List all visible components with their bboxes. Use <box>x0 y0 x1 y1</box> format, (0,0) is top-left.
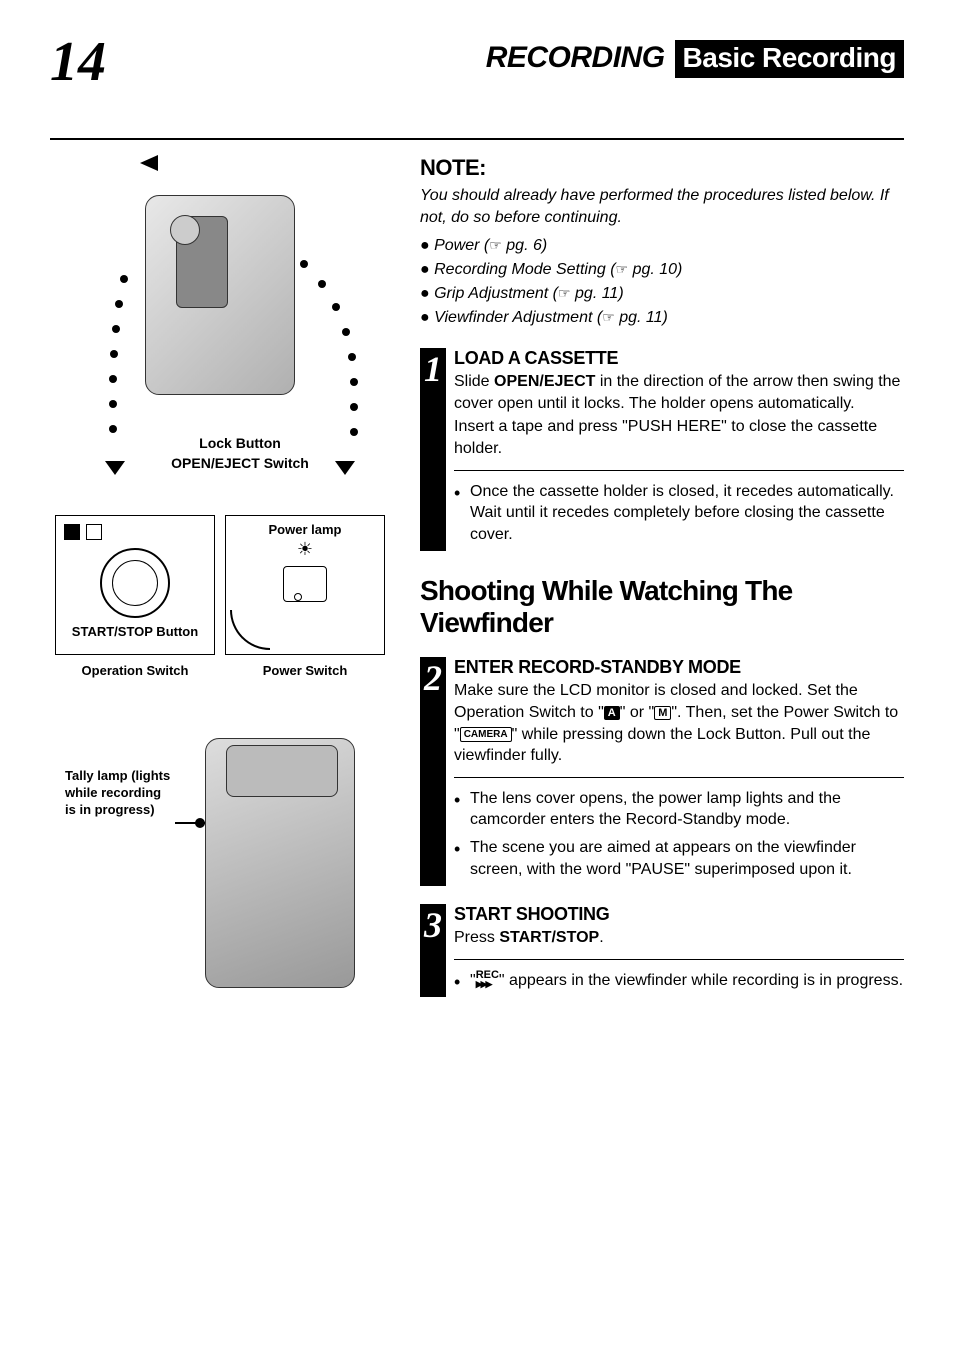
step-number: 3 <box>420 904 446 997</box>
step-text: Insert a tape and press "PUSH HERE" to c… <box>454 416 904 459</box>
dot-icon <box>109 400 117 408</box>
bullet-item: Once the cassette holder is closed, it r… <box>454 481 904 546</box>
header-rule <box>50 138 904 140</box>
step-text: Slide OPEN/EJECT in the direction of the… <box>454 371 904 414</box>
label-power-lamp: Power lamp <box>269 522 342 537</box>
camera-mode-icon: CAMERA <box>460 727 512 742</box>
header-basic: Basic Recording <box>675 40 904 78</box>
step-2: 2 ENTER RECORD-STANDBY MODE Make sure th… <box>420 657 904 886</box>
camcorder-body <box>145 195 295 395</box>
step-3: 3 START SHOOTING Press START/STOP. "REC▶… <box>420 904 904 997</box>
tally-lamp-dot <box>195 818 205 828</box>
arrow-icon <box>140 155 158 171</box>
note-list: Power (☞ pg. 6) Recording Mode Setting (… <box>420 234 904 330</box>
panel-power-lamp: Power lamp ☀ <box>225 515 385 655</box>
dot-icon <box>350 378 358 386</box>
dot-icon <box>348 353 356 361</box>
mode-icon <box>86 524 102 540</box>
step-title: ENTER RECORD-STANDBY MODE <box>454 657 904 678</box>
mode-a-icon: A <box>604 706 620 720</box>
header-bar: RECORDING Basic Recording <box>486 40 904 78</box>
note-item: Recording Mode Setting (☞ pg. 10) <box>420 258 904 282</box>
divider <box>454 959 904 960</box>
step-bullets: "REC▶▶▶" appears in the viewfinder while… <box>454 970 904 992</box>
dot-icon <box>342 328 350 336</box>
panel-start-stop: START/STOP Button <box>55 515 215 655</box>
step-bullets: Once the cassette holder is closed, it r… <box>454 481 904 546</box>
arrow-down-icon <box>335 461 355 475</box>
camcorder-detail <box>170 215 200 245</box>
label-tally-lamp: Tally lamp (lights while recording is in… <box>65 768 175 819</box>
dot-icon <box>350 428 358 436</box>
label-start-stop: START/STOP Button <box>72 624 198 639</box>
dot-icon <box>120 275 128 283</box>
page-ref-icon: ☞ <box>616 259 629 280</box>
step-text: Make sure the LCD monitor is closed and … <box>454 680 904 766</box>
note-item: Viewfinder Adjustment (☞ pg. 11) <box>420 306 904 330</box>
dial-icon <box>100 548 170 618</box>
divider <box>454 777 904 778</box>
camcorder-front-illustration <box>185 728 375 1008</box>
curve-arrow-icon <box>230 610 270 650</box>
step-number: 2 <box>420 657 446 886</box>
divider <box>454 470 904 471</box>
label-operation-switch: Operation Switch <box>55 663 215 678</box>
dot-icon <box>350 403 358 411</box>
rec-icon: REC▶▶▶ <box>476 971 499 991</box>
step-1: 1 LOAD A CASSETTE Slide OPEN/EJECT in th… <box>420 348 904 551</box>
dot-icon <box>109 425 117 433</box>
page-number: 14 <box>50 30 106 94</box>
dot-icon <box>332 303 340 311</box>
dot-icon <box>110 350 118 358</box>
page-ref-icon: ☞ <box>489 235 502 256</box>
switch-icon <box>283 566 327 602</box>
step-title: LOAD A CASSETTE <box>454 348 904 369</box>
label-power-switch: Power Switch <box>225 663 385 678</box>
section-title: Shooting While Watching The Viewfinder <box>420 575 904 639</box>
dot-icon <box>318 280 326 288</box>
step-number: 1 <box>420 348 446 551</box>
label-lock-button: Lock Button <box>180 435 300 451</box>
dot-icon <box>300 260 308 268</box>
bullet-item: "REC▶▶▶" appears in the viewfinder while… <box>454 970 904 992</box>
mode-m-icon: M <box>654 706 671 720</box>
label-open-eject: OPEN/EJECT Switch <box>150 455 330 471</box>
content-column: NOTE: You should already have performed … <box>420 155 904 1008</box>
step-title: START SHOOTING <box>454 904 904 925</box>
diagram-column: Lock Button OPEN/EJECT Switch START/STOP… <box>50 155 390 1008</box>
dot-icon <box>115 300 123 308</box>
arrow-down-icon <box>105 461 125 475</box>
note-title: NOTE: <box>420 155 904 181</box>
note-intro: You should already have performed the pr… <box>420 185 904 228</box>
step-text: Press START/STOP. <box>454 927 904 949</box>
note-item: Grip Adjustment (☞ pg. 11) <box>420 282 904 306</box>
step-bullets: The lens cover opens, the power lamp lig… <box>454 788 904 880</box>
camcorder-top-illustration: Lock Button OPEN/EJECT Switch <box>70 155 370 475</box>
page-ref-icon: ☞ <box>602 307 615 328</box>
bullet-item: The lens cover opens, the power lamp lig… <box>454 788 904 831</box>
header-recording: RECORDING <box>486 41 665 75</box>
dot-icon <box>112 325 120 333</box>
bullet-item: The scene you are aimed at appears on th… <box>454 837 904 880</box>
note-item: Power (☞ pg. 6) <box>420 234 904 258</box>
page-ref-icon: ☞ <box>558 283 571 304</box>
mode-icon <box>64 524 80 540</box>
dot-icon <box>109 375 117 383</box>
